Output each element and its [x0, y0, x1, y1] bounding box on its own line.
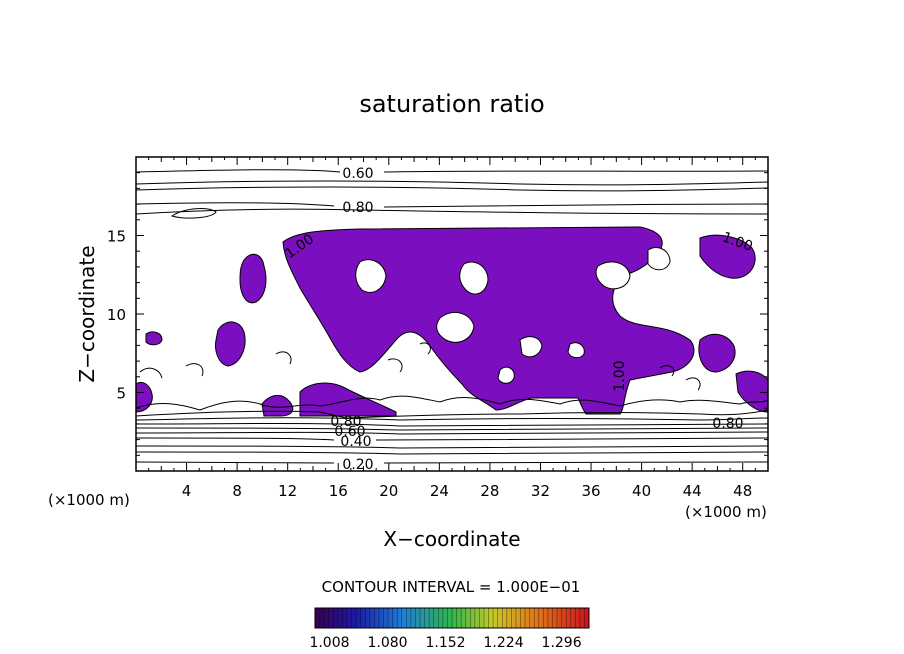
x-axis: 4 8 12 16 20 24 28 32 36 40 44 48 — [148, 157, 756, 500]
shaded-region-right-clump — [698, 333, 736, 373]
x-axis-title: X−coordinate — [383, 527, 520, 551]
y-axis-title: Z−coordinate — [75, 245, 99, 382]
x-tick-label: 44 — [683, 482, 702, 500]
shaded-region-main — [282, 226, 695, 415]
chart-title: saturation ratio — [359, 90, 544, 118]
y-axis: 5 10 15 — [107, 172, 768, 456]
x-tick-label: 8 — [232, 482, 242, 500]
contour-lines-lower — [136, 342, 768, 464]
contour-label: 0.60 — [334, 424, 365, 440]
contour-lines-upper — [136, 169, 768, 219]
y-tick-label: 10 — [107, 306, 126, 324]
shaded-region-right-edge — [735, 370, 768, 413]
shaded-region-small-cloud — [215, 321, 246, 367]
x-tick-label: 12 — [278, 482, 297, 500]
colorbar-tick-label: 1.080 — [367, 635, 407, 651]
shaded-region-left-small — [145, 331, 163, 346]
plot-area — [136, 169, 768, 464]
colorbar-labels: 1.008 1.080 1.152 1.224 1.296 — [309, 635, 581, 651]
contour-label: 1.00 — [612, 360, 628, 391]
subsaturated-holes — [355, 247, 671, 384]
x-tick-label: 40 — [632, 482, 651, 500]
shaded-region-left-cloud — [239, 253, 267, 304]
x-unit-right: (×1000 m) — [685, 503, 767, 521]
shaded-region-top-right — [699, 234, 756, 279]
colorbar-tick-label: 1.296 — [542, 635, 582, 651]
contour-label: 0.80 — [330, 414, 361, 430]
contour-label: 0.20 — [342, 457, 373, 473]
x-tick-label: 4 — [182, 482, 192, 500]
contour-label: 0.60 — [342, 166, 373, 182]
x-unit-left: (×1000 m) — [48, 491, 130, 509]
colorbar-tick-label: 1.008 — [309, 635, 349, 651]
colorbar-bins — [319, 608, 585, 628]
x-tick-label: 28 — [480, 482, 499, 500]
colorbar: 1.008 1.080 1.152 1.224 1.296 — [309, 607, 590, 651]
x-tick-label: 20 — [379, 482, 398, 500]
y-tick-label: 15 — [107, 228, 126, 246]
y-tick-label: 5 — [116, 385, 126, 403]
colorbar-tick-label: 1.224 — [484, 635, 524, 651]
contour-label: 0.40 — [340, 434, 371, 450]
x-tick-label: 16 — [329, 482, 348, 500]
colorbar-tick-label: 1.152 — [426, 635, 466, 651]
contour-label: 0.80 — [342, 200, 373, 216]
x-tick-label: 32 — [531, 482, 550, 500]
contour-label: 0.80 — [712, 416, 743, 432]
x-tick-label: 24 — [430, 482, 449, 500]
contour-interval-label: CONTOUR INTERVAL = 1.000E−01 — [322, 578, 581, 596]
x-tick-label: 48 — [733, 482, 752, 500]
shaded-region-lower-center — [299, 382, 397, 417]
x-tick-label: 36 — [581, 482, 600, 500]
